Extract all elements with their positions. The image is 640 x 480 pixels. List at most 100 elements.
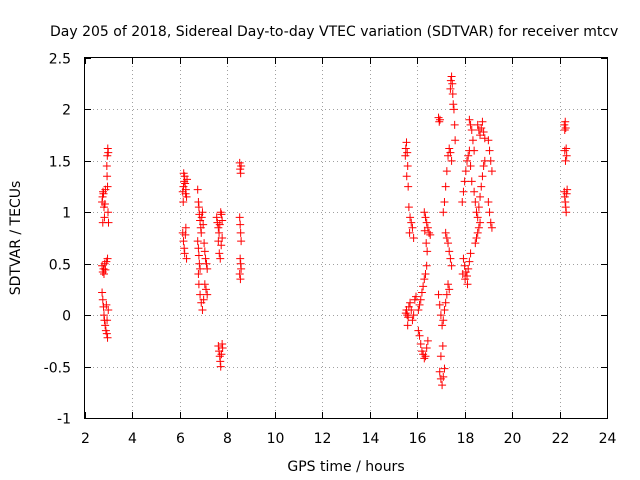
data-point bbox=[416, 295, 425, 304]
data-point bbox=[562, 144, 571, 153]
data-point bbox=[404, 182, 413, 191]
data-point bbox=[203, 264, 212, 273]
y-tick-label: 0 bbox=[62, 309, 71, 325]
data-point bbox=[179, 169, 188, 178]
data-point bbox=[474, 223, 483, 232]
data-point bbox=[197, 213, 206, 222]
data-point bbox=[99, 189, 108, 198]
data-point bbox=[467, 177, 476, 186]
data-point bbox=[434, 113, 443, 122]
data-point bbox=[104, 306, 113, 314]
data-point bbox=[202, 259, 211, 268]
x-axis-title: GPS time / hours bbox=[287, 459, 404, 475]
x-tick-label: 18 bbox=[457, 431, 475, 447]
data-point bbox=[446, 254, 455, 263]
data-point bbox=[447, 261, 456, 270]
data-point bbox=[407, 218, 416, 227]
data-point bbox=[416, 339, 425, 348]
data-point bbox=[562, 151, 571, 160]
data-point bbox=[182, 254, 191, 263]
data-point bbox=[478, 117, 487, 126]
data-point bbox=[477, 123, 486, 132]
data-point bbox=[404, 313, 413, 322]
data-point bbox=[422, 344, 431, 353]
data-point bbox=[421, 213, 430, 222]
data-point bbox=[461, 167, 470, 176]
data-point bbox=[421, 270, 430, 278]
data-point bbox=[487, 167, 496, 176]
data-point bbox=[442, 290, 451, 299]
data-point bbox=[404, 203, 413, 212]
y-tick-label: 0.5 bbox=[49, 258, 71, 274]
data-point bbox=[563, 185, 572, 194]
data-point bbox=[402, 172, 411, 181]
data-point bbox=[438, 321, 447, 330]
data-point bbox=[414, 326, 423, 335]
data-point bbox=[406, 298, 415, 307]
x-tick-label: 14 bbox=[362, 431, 380, 447]
data-point bbox=[449, 100, 458, 109]
data-point bbox=[236, 169, 245, 178]
data-point bbox=[180, 249, 189, 258]
data-point bbox=[422, 218, 431, 227]
data-point bbox=[411, 292, 420, 301]
data-point bbox=[423, 336, 432, 345]
data-point bbox=[562, 208, 571, 217]
tick-layer: 2 4 6 8 10 12 14 16 18 20 22 24-1-0.500.511.522.5 bbox=[44, 52, 617, 448]
x-tick-label: 8 bbox=[223, 431, 232, 447]
data-point bbox=[459, 187, 468, 196]
data-point bbox=[426, 230, 435, 239]
data-point bbox=[402, 138, 411, 147]
data-point bbox=[401, 144, 410, 153]
data-point bbox=[463, 156, 472, 165]
data-point bbox=[476, 192, 485, 201]
y-tick-label: 2 bbox=[62, 103, 71, 119]
data-point bbox=[445, 285, 454, 294]
data-point bbox=[451, 136, 460, 145]
data-point bbox=[471, 239, 480, 248]
data-point bbox=[215, 228, 224, 237]
data-point bbox=[486, 156, 495, 165]
data-point bbox=[471, 198, 480, 206]
data-point bbox=[181, 189, 190, 198]
data-point bbox=[445, 144, 454, 153]
data-point bbox=[447, 156, 456, 165]
data-point bbox=[447, 72, 456, 81]
data-point bbox=[466, 162, 475, 170]
data-point bbox=[100, 200, 109, 209]
data-point bbox=[218, 234, 227, 242]
data-point bbox=[479, 162, 488, 170]
data-point bbox=[414, 306, 423, 314]
data-point bbox=[403, 148, 412, 157]
data-point bbox=[193, 185, 202, 194]
data-point bbox=[102, 300, 111, 309]
data-point bbox=[103, 182, 112, 191]
data-point bbox=[436, 352, 445, 361]
data-point bbox=[474, 203, 483, 212]
x-tick-label: 22 bbox=[552, 431, 570, 447]
data-point bbox=[179, 237, 188, 246]
data-point bbox=[420, 208, 429, 217]
data-point bbox=[473, 228, 482, 237]
x-tick-label: 10 bbox=[267, 431, 285, 447]
data-point bbox=[484, 198, 493, 206]
data-point bbox=[449, 105, 458, 114]
data-point bbox=[202, 285, 211, 294]
data-point bbox=[193, 237, 202, 246]
x-tick-label: 16 bbox=[409, 431, 427, 447]
data-point bbox=[438, 381, 447, 390]
plot-frame bbox=[84, 57, 608, 419]
data-point bbox=[461, 275, 470, 284]
data-point bbox=[403, 162, 412, 170]
data-point bbox=[435, 300, 444, 309]
data-point bbox=[203, 290, 212, 299]
y-tick-label: 1 bbox=[62, 206, 71, 222]
data-point bbox=[102, 329, 111, 338]
data-point bbox=[181, 179, 190, 188]
data-point bbox=[468, 136, 477, 145]
data-point bbox=[218, 344, 227, 353]
data-point bbox=[236, 228, 245, 237]
data-point bbox=[439, 316, 448, 325]
data-point bbox=[99, 270, 108, 278]
